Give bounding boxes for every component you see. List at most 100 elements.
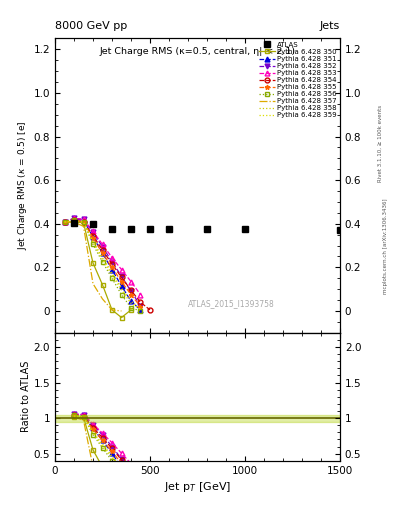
Pythia 6.428 357 (72, 219, 76, 225)
Pythia 6.428 355 (138, 304, 143, 310)
Pythia 6.428 354 (91, 232, 95, 239)
Pythia 6.428 351 (62, 219, 67, 225)
Line: Pythia 6.428 354: Pythia 6.428 354 (62, 218, 152, 312)
Pythia 6.428 358 (81, 219, 86, 225)
Text: Jet Charge RMS (κ=0.5, central, η| < 2.1): Jet Charge RMS (κ=0.5, central, η| < 2.1… (99, 47, 296, 56)
Pythia 6.428 357 (91, 281, 95, 287)
Bar (55, 415, 340, 422)
Legend: ATLAS, Pythia 6.428 350, Pythia 6.428 351, Pythia 6.428 352, Pythia 6.428 353, P: ATLAS, Pythia 6.428 350, Pythia 6.428 35… (258, 40, 338, 120)
Text: Rivet 3.1.10, ≥ 100k events: Rivet 3.1.10, ≥ 100k events (378, 105, 383, 182)
Pythia 6.428 354 (138, 299, 143, 305)
ATLAS (129, 226, 133, 232)
Line: Pythia 6.428 353: Pythia 6.428 353 (62, 216, 143, 297)
Pythia 6.428 350 (81, 220, 86, 226)
Pythia 6.428 352 (110, 259, 114, 265)
ATLAS (91, 221, 95, 227)
ATLAS (205, 226, 209, 232)
Line: Pythia 6.428 359: Pythia 6.428 359 (64, 221, 141, 309)
Pythia 6.428 359 (129, 300, 133, 306)
Pythia 6.428 355 (129, 291, 133, 297)
Pythia 6.428 354 (100, 247, 105, 253)
Pythia 6.428 358 (62, 219, 67, 225)
Line: Pythia 6.428 351: Pythia 6.428 351 (62, 216, 143, 312)
Pythia 6.428 354 (72, 217, 76, 223)
Line: Pythia 6.428 355: Pythia 6.428 355 (62, 218, 143, 309)
Line: Pythia 6.428 350: Pythia 6.428 350 (62, 220, 134, 320)
ATLAS (148, 226, 152, 232)
Pythia 6.428 350 (100, 282, 105, 288)
Pythia 6.428 351 (91, 234, 95, 240)
Line: ATLAS: ATLAS (70, 220, 343, 234)
Y-axis label: Ratio to ATLAS: Ratio to ATLAS (21, 361, 31, 433)
Pythia 6.428 350 (110, 307, 114, 313)
Text: ATLAS_2015_I1393758: ATLAS_2015_I1393758 (188, 299, 275, 308)
Pythia 6.428 356 (110, 275, 114, 282)
Pythia 6.428 356 (91, 242, 95, 248)
Pythia 6.428 358 (91, 238, 95, 244)
Pythia 6.428 357 (110, 307, 114, 313)
Pythia 6.428 354 (129, 287, 133, 293)
Pythia 6.428 358 (138, 306, 143, 312)
X-axis label: Jet p$_T$ [GeV]: Jet p$_T$ [GeV] (164, 480, 231, 494)
Pythia 6.428 353 (138, 291, 143, 297)
Pythia 6.428 359 (62, 219, 67, 225)
Line: Pythia 6.428 352: Pythia 6.428 352 (62, 216, 143, 308)
Pythia 6.428 351 (100, 250, 105, 257)
Pythia 6.428 359 (72, 218, 76, 224)
Pythia 6.428 355 (110, 264, 114, 270)
Line: Pythia 6.428 356: Pythia 6.428 356 (62, 218, 143, 313)
Pythia 6.428 352 (138, 303, 143, 309)
ATLAS (110, 226, 114, 232)
Line: Pythia 6.428 358: Pythia 6.428 358 (64, 221, 141, 309)
Pythia 6.428 358 (129, 298, 133, 304)
Pythia 6.428 354 (62, 219, 67, 225)
Text: mcplots.cern.ch [arXiv:1306.3436]: mcplots.cern.ch [arXiv:1306.3436] (384, 198, 388, 293)
Pythia 6.428 353 (81, 217, 86, 223)
Pythia 6.428 359 (81, 219, 86, 225)
Line: Pythia 6.428 357: Pythia 6.428 357 (64, 222, 121, 311)
Pythia 6.428 353 (129, 279, 133, 285)
Pythia 6.428 353 (110, 254, 114, 261)
Pythia 6.428 356 (62, 219, 67, 225)
Pythia 6.428 359 (119, 287, 124, 293)
ATLAS (72, 220, 76, 226)
Pythia 6.428 351 (110, 266, 114, 272)
Pythia 6.428 356 (138, 308, 143, 314)
ATLAS (338, 227, 342, 233)
Pythia 6.428 355 (62, 219, 67, 225)
Pythia 6.428 353 (100, 242, 105, 248)
Pythia 6.428 350 (129, 307, 133, 313)
Pythia 6.428 354 (148, 307, 152, 313)
Pythia 6.428 356 (81, 219, 86, 225)
Pythia 6.428 352 (62, 219, 67, 225)
Pythia 6.428 358 (119, 285, 124, 291)
Pythia 6.428 353 (62, 219, 67, 225)
Pythia 6.428 358 (100, 254, 105, 261)
Pythia 6.428 352 (129, 288, 133, 294)
Pythia 6.428 352 (91, 229, 95, 236)
Pythia 6.428 358 (110, 270, 114, 276)
Pythia 6.428 352 (81, 217, 86, 223)
Pythia 6.428 351 (119, 283, 124, 289)
Pythia 6.428 352 (100, 244, 105, 250)
Pythia 6.428 354 (119, 274, 124, 280)
Pythia 6.428 358 (72, 218, 76, 224)
Pythia 6.428 357 (81, 223, 86, 229)
Pythia 6.428 350 (91, 260, 95, 266)
Text: 8000 GeV pp: 8000 GeV pp (55, 20, 127, 31)
Pythia 6.428 355 (100, 250, 105, 257)
Pythia 6.428 355 (72, 217, 76, 223)
Pythia 6.428 351 (81, 218, 86, 224)
Pythia 6.428 357 (62, 219, 67, 225)
Pythia 6.428 355 (91, 235, 95, 241)
Pythia 6.428 356 (72, 217, 76, 223)
Pythia 6.428 355 (81, 219, 86, 225)
Pythia 6.428 359 (91, 239, 95, 245)
Pythia 6.428 357 (100, 296, 105, 302)
ATLAS (167, 226, 171, 232)
Y-axis label: Jet Charge RMS ($\kappa$ = 0.5) [e]: Jet Charge RMS ($\kappa$ = 0.5) [e] (17, 121, 29, 250)
Pythia 6.428 356 (129, 305, 133, 311)
Pythia 6.428 351 (138, 307, 143, 313)
Pythia 6.428 352 (119, 273, 124, 279)
Pythia 6.428 351 (72, 215, 76, 221)
